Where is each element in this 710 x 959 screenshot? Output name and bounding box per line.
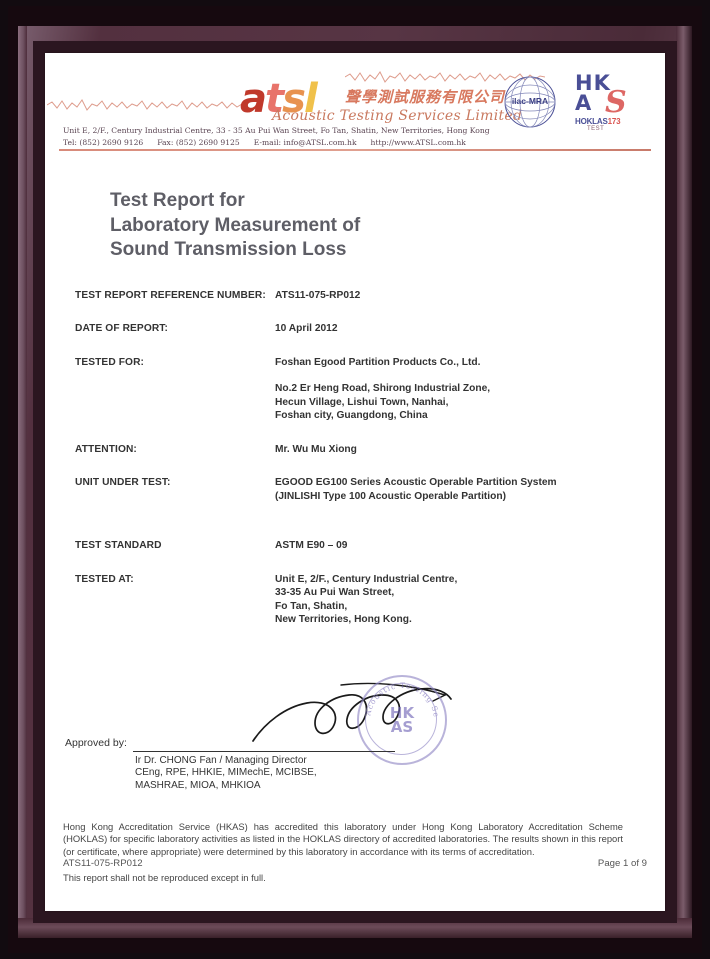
letterhead-address: Unit E, 2/F., Century Industrial Centre,… — [63, 126, 490, 135]
letterhead-website[interactable]: http://www.ATSL.com.hk — [370, 138, 466, 147]
page-title-line-1: Test Report for — [110, 190, 245, 211]
ilac-mra-logo: ilac-MRA — [503, 75, 557, 129]
field-label: TESTED FOR: — [75, 356, 145, 368]
field-label: ATTENTION: — [75, 443, 137, 455]
reproduction-note: This report shall not be reproduced exce… — [63, 872, 266, 884]
field-tested-at: TESTED AT: Unit E, 2/F., Century Industr… — [75, 573, 635, 627]
field-value: Unit E, 2/F., Century Industrial Centre,… — [275, 573, 635, 627]
field-unit-under-test: UNIT UNDER TEST: EGOOD EG100 Series Acou… — [75, 476, 635, 503]
spacer-line — [275, 369, 635, 382]
tested-for-address-line-3: Foshan city, Guangdong, China — [275, 410, 428, 421]
letterhead-contact: Tel: (852) 2690 9126 Fax: (852) 2690 9125… — [63, 138, 563, 147]
approval-block: Acoustic Testing Services Limited HK AS … — [45, 674, 665, 799]
field-test-standard: TEST STANDARD ASTM E90 – 09 — [75, 539, 635, 553]
stamp-inner-ring — [365, 682, 437, 755]
signatory-name: Ir Dr. CHONG Fan / Managing Director — [135, 754, 307, 766]
footer-page-number: Page 1 of 9 — [597, 858, 647, 869]
atsl-logo-letter-s: s — [282, 76, 306, 122]
company-stamp: Acoustic Testing Services Limited HK AS — [357, 674, 447, 765]
signatory-qualifications-2: MASHRAE, MIOA, MHKIOA — [135, 779, 261, 791]
field-test-report-reference: TEST REPORT REFERENCE NUMBER: ATS11-075-… — [75, 289, 635, 303]
field-value: 10 April 2012 — [275, 323, 338, 334]
stamp-core-bottom: AS — [390, 717, 414, 736]
tested-for-address-line-1: No.2 Er Heng Road, Shirong Industrial Zo… — [275, 383, 491, 394]
tested-at-line-3: Fo Tan, Shatin, — [275, 600, 348, 612]
stamp-arc-text: Acoustic Testing Services Limited — [359, 677, 440, 718]
frame-highlight-bottom — [18, 918, 692, 938]
stamp-center-mark: HK AS — [389, 703, 415, 736]
company-name-chinese: 聲學測試服務有限公司 — [345, 88, 506, 106]
field-tested-for: TESTED FOR: Foshan Egood Partition Produ… — [75, 356, 635, 423]
field-label: DATE OF REPORT: — [75, 323, 168, 334]
spacer — [75, 517, 635, 539]
hoklas-text: HOKLAS — [575, 117, 608, 126]
page-title-line-3: Sound Transmission Loss — [110, 239, 347, 260]
hoklas-number: 173 — [607, 117, 621, 126]
atsl-logo: atsl — [240, 79, 420, 119]
letterhead: atsl 聲學測試服務有限公司 Acoustic Testing Service… — [45, 53, 665, 151]
field-value: Foshan Egood Partition Products Co., Ltd… — [275, 356, 635, 423]
tested-at-line-2: 33-35 Au Pui Wan Street, — [275, 587, 395, 598]
letterhead-tel: Tel: (852) 2690 9126 — [63, 138, 144, 147]
footer-reference-number: ATS11-075-RP012 — [63, 858, 143, 869]
hkas-letters: HK A — [575, 71, 611, 115]
hkas-letters-top: HK — [575, 71, 611, 95]
unit-under-test-line-1: EGOOD EG100 Series Acoustic Operable Par… — [275, 477, 557, 488]
letterhead-fax: Fax: (852) 2690 9125 — [157, 138, 240, 147]
waveform-decoration-right — [345, 71, 545, 83]
unit-under-test-line-2: (JINLISHI Type 100 Acoustic Operable Par… — [275, 490, 506, 502]
field-value: Mr. Wu Mu Xiong — [275, 443, 357, 455]
field-attention: ATTENTION: Mr. Wu Mu Xiong — [75, 443, 635, 457]
field-label: TESTED AT: — [75, 573, 134, 585]
company-name-english: Acoustic Testing Services Limited — [272, 108, 523, 124]
hoklas-label: HOKLAS173 — [575, 117, 621, 126]
field-value: EGOOD EG100 Series Acoustic Operable Par… — [275, 476, 635, 503]
accreditation-note: Hong Kong Accreditation Service (HKAS) h… — [63, 821, 623, 885]
waveform-decoration-left — [47, 99, 247, 111]
accreditation-paragraph: Hong Kong Accreditation Service (HKAS) h… — [63, 820, 623, 857]
signatory-qualifications-1: CEng, RPE, HHKIE, MIMechE, MCIBSE, — [135, 767, 317, 778]
hkas-letters-bottom: A — [575, 91, 593, 115]
tested-for-address-line-2: Hecun Village, Lishui Town, Nanhai, — [275, 396, 449, 408]
document-page: atsl 聲學測試服務有限公司 Acoustic Testing Service… — [45, 53, 665, 911]
signatory-details: Ir Dr. CHONG Fan / Managing Director CEn… — [135, 755, 317, 793]
signature-line — [133, 750, 395, 752]
field-date-of-report: DATE OF REPORT: 10 April 2012 — [75, 322, 635, 336]
approved-by-label: Approved by: — [65, 736, 127, 749]
tested-for-company: Foshan Egood Partition Products Co., Ltd… — [275, 356, 481, 368]
letterhead-divider — [59, 149, 651, 151]
frame-shadow-right — [676, 26, 692, 938]
page-title-line-2: Laboratory Measurement of — [110, 214, 361, 236]
field-label: UNIT UNDER TEST: — [75, 477, 171, 488]
hoklas-test-label: TEST — [587, 126, 605, 132]
report-details-list: TEST REPORT REFERENCE NUMBER: ATS11-075-… — [75, 289, 635, 627]
field-value: ATS11-075-RP012 — [275, 289, 361, 301]
field-value: ASTM E90 – 09 — [275, 540, 348, 551]
field-label: TEST REPORT REFERENCE NUMBER: — [75, 289, 266, 301]
frame-highlight-left — [18, 26, 27, 938]
ilac-globe-icon — [504, 76, 556, 128]
ilac-mra-label: ilac-MRA — [511, 96, 549, 106]
tested-at-line-4: New Territories, Hong Kong. — [275, 614, 412, 625]
stamp-core-top: HK — [389, 703, 415, 722]
hkas-logo: HK A S HOKLAS173 TEST — [575, 73, 637, 135]
document-body: Test Report for Laboratory Measurement o… — [45, 157, 665, 885]
hkas-script-s: S — [605, 85, 627, 120]
atsl-logo-letter-l: l — [303, 76, 318, 122]
tested-at-line-1: Unit E, 2/F., Century Industrial Centre, — [275, 573, 458, 585]
page-footer: ATS11-075-RP012 Page 1 of 9 — [63, 858, 647, 869]
letterhead-email: E-mail: info@ATSL.com.hk — [253, 138, 357, 147]
field-label: TEST STANDARD — [75, 540, 162, 551]
page-title: Test Report for Laboratory Measurement o… — [110, 189, 665, 263]
atsl-logo-letter-a: a — [240, 76, 267, 122]
atsl-logo-letter-t: t — [265, 76, 284, 122]
